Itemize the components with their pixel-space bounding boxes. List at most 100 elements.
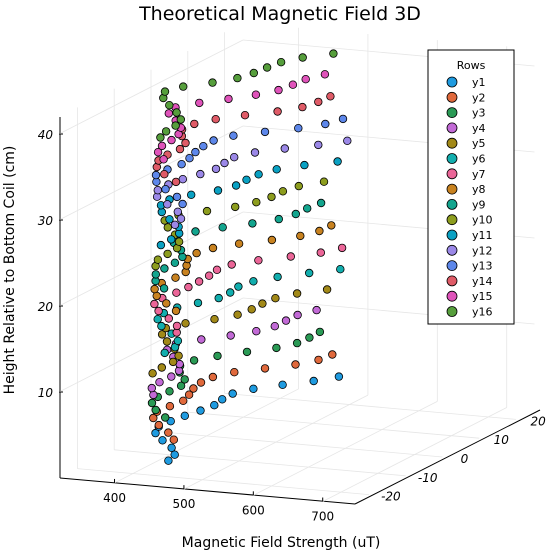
data-point-y2 <box>169 435 178 444</box>
data-point-y8 <box>192 248 201 258</box>
data-point-y14 <box>181 138 190 148</box>
legend-marker <box>446 122 458 134</box>
legend-item-y9: y9 <box>446 198 486 211</box>
data-point-y15 <box>167 135 176 145</box>
grid-line-z-sidewall <box>58 211 244 307</box>
y-tick-label: 0 <box>461 452 469 466</box>
legend-label: y14 <box>472 275 493 288</box>
data-point-y9 <box>316 198 326 208</box>
data-point-y5 <box>258 299 267 308</box>
legend-items: y1 y2 y3 y4 y5 y6 y7 y8 y9 y10 y11 y12 y13 y14 y15 y16 <box>446 76 493 319</box>
data-point-y2 <box>184 390 194 399</box>
data-point-y9 <box>178 252 187 262</box>
data-point-y12 <box>196 169 205 179</box>
legend-label: y7 <box>472 168 486 181</box>
data-point-y16 <box>178 82 188 91</box>
legend-label: y4 <box>472 122 486 135</box>
data-point-y6 <box>234 282 243 291</box>
legend-marker <box>446 275 458 287</box>
data-point-y11 <box>186 190 196 199</box>
data-point-y15 <box>251 90 261 99</box>
data-point-y3 <box>315 327 325 337</box>
data-point-y2 <box>314 355 323 365</box>
data-point-y10 <box>163 249 172 259</box>
data-point-y9 <box>218 223 227 232</box>
data-point-y8 <box>171 306 181 316</box>
data-point-y16 <box>233 73 242 83</box>
bottom-x-edge <box>59 477 356 505</box>
data-point-y11 <box>254 170 263 179</box>
legend-label: y5 <box>472 137 486 150</box>
data-point-y7 <box>227 260 236 269</box>
data-point-y2 <box>165 402 175 411</box>
data-point-y8 <box>267 235 277 245</box>
data-point-y2 <box>328 350 337 359</box>
data-point-y14 <box>298 102 307 112</box>
data-point-y15 <box>157 141 167 151</box>
data-point-y1 <box>167 443 176 452</box>
data-point-y9 <box>160 264 169 273</box>
y-tick-label: -10 <box>418 471 438 485</box>
data-point-y15 <box>153 147 163 157</box>
data-point-y16 <box>262 63 272 72</box>
data-point-y1 <box>180 411 189 420</box>
data-point-y6 <box>336 265 345 274</box>
data-point-y1 <box>170 450 179 459</box>
legend-title: Rows <box>457 59 486 72</box>
data-point-y11 <box>165 215 174 224</box>
data-point-y9 <box>303 204 312 213</box>
legend-item-y3: y3 <box>446 107 486 120</box>
data-point-y11 <box>300 160 309 170</box>
legend-item-y10: y10 <box>446 214 493 227</box>
data-point-y1 <box>196 406 205 415</box>
legend-label: y8 <box>472 183 486 196</box>
x-tick-label: 500 <box>172 497 195 511</box>
data-point-y2 <box>178 396 188 405</box>
legend-label: y1 <box>472 76 486 89</box>
data-point-y4 <box>197 335 206 344</box>
grid-line-y-floor <box>187 411 480 439</box>
data-point-y1 <box>158 436 167 445</box>
data-point-y14 <box>240 110 250 120</box>
data-point-y1 <box>309 376 318 386</box>
data-point-y16 <box>161 127 171 136</box>
data-point-y2 <box>149 413 158 423</box>
data-point-y16 <box>160 87 170 96</box>
data-point-y6 <box>173 336 183 345</box>
data-point-y11 <box>333 157 342 166</box>
legend-marker <box>446 153 458 164</box>
data-point-y5 <box>292 289 302 298</box>
data-point-y3 <box>189 356 199 365</box>
data-point-y11 <box>166 235 176 244</box>
data-point-y7 <box>150 299 159 309</box>
data-point-y2 <box>196 378 206 387</box>
legend-label: y15 <box>472 290 493 303</box>
data-point-y9 <box>274 214 283 224</box>
legend-marker <box>446 91 458 103</box>
data-point-y12 <box>173 207 182 216</box>
data-point-y10 <box>163 223 172 232</box>
grid-line-y-floor <box>114 449 406 477</box>
data-point-y5 <box>233 310 242 319</box>
data-point-y14 <box>314 97 323 107</box>
data-point-y14 <box>190 119 199 129</box>
data-point-y12 <box>229 152 239 162</box>
data-point-y15 <box>288 80 298 89</box>
data-point-y15 <box>159 155 168 164</box>
data-point-y12 <box>176 214 186 223</box>
data-point-y6 <box>305 268 314 278</box>
chart-title: Theoretical Magnetic Field 3D <box>138 3 421 25</box>
data-point-y12 <box>211 164 221 174</box>
data-point-y5 <box>148 369 157 378</box>
data-point-y8 <box>208 243 218 253</box>
data-point-y4 <box>155 378 164 387</box>
legend-marker <box>446 137 458 149</box>
data-point-y12 <box>343 136 352 145</box>
data-point-y7 <box>254 256 263 265</box>
data-point-y12 <box>314 140 323 150</box>
data-point-y2 <box>189 384 198 393</box>
data-point-y5 <box>157 330 167 339</box>
legend-marker <box>446 244 458 256</box>
z-tick-label: 30 <box>38 214 54 228</box>
data-point-y5 <box>271 294 280 303</box>
